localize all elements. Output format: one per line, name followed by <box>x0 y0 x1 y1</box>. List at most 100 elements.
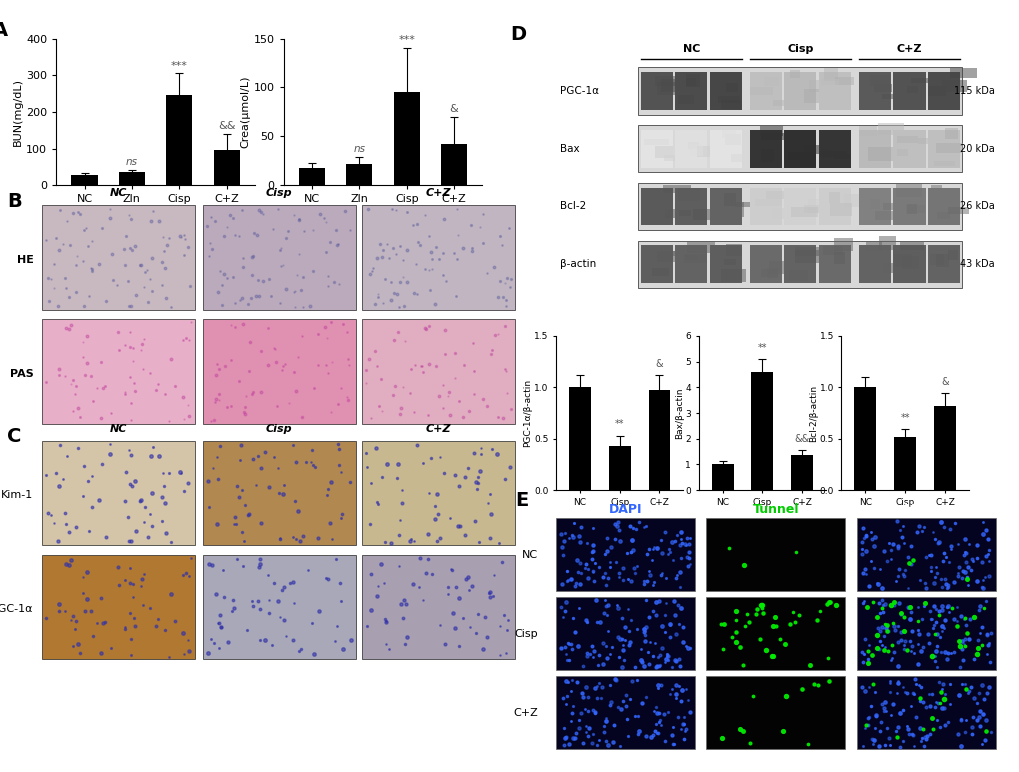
Text: D: D <box>510 25 526 44</box>
Bar <box>362 319 515 424</box>
Text: NC: NC <box>522 550 537 560</box>
Bar <box>927 86 945 96</box>
Bar <box>927 245 959 283</box>
Bar <box>750 87 772 95</box>
Bar <box>906 204 916 214</box>
Text: **: ** <box>614 419 624 429</box>
Text: 115 kDa: 115 kDa <box>954 86 995 96</box>
Bar <box>834 252 844 263</box>
Bar <box>42 441 195 546</box>
Text: PAS: PAS <box>10 369 34 379</box>
Bar <box>730 154 746 162</box>
Bar <box>822 246 842 255</box>
Bar <box>942 80 966 92</box>
Bar <box>683 254 706 263</box>
Bar <box>935 143 962 153</box>
Bar <box>807 198 830 213</box>
Bar <box>784 130 815 168</box>
Bar <box>874 211 897 220</box>
Bar <box>858 126 876 136</box>
Bar <box>440 144 467 185</box>
Bar <box>893 188 924 225</box>
Bar <box>893 245 924 283</box>
Bar <box>555 518 694 591</box>
Bar <box>720 269 745 282</box>
Bar <box>754 198 782 205</box>
Bar <box>858 130 891 168</box>
Bar <box>660 79 681 93</box>
Bar <box>765 191 792 199</box>
Text: &&: && <box>218 121 235 131</box>
Bar <box>933 406 955 490</box>
Bar <box>770 208 789 219</box>
Bar <box>829 203 851 216</box>
Bar <box>651 269 668 276</box>
Text: E: E <box>515 491 528 510</box>
Bar <box>709 72 741 110</box>
Bar <box>936 212 949 218</box>
Bar <box>711 465 733 490</box>
Bar <box>717 96 739 103</box>
Bar <box>685 79 695 86</box>
Bar <box>897 149 907 156</box>
Text: Kim-1: Kim-1 <box>1 490 34 500</box>
Text: NC: NC <box>110 188 127 198</box>
Text: Bcl-2: Bcl-2 <box>559 201 586 212</box>
Bar <box>858 245 891 283</box>
Text: A: A <box>0 21 7 40</box>
Bar <box>705 518 845 591</box>
Bar <box>393 93 419 185</box>
Text: 43 kDa: 43 kDa <box>960 259 995 269</box>
Bar <box>751 372 772 490</box>
Bar <box>843 195 871 207</box>
Bar <box>726 83 738 93</box>
Bar <box>643 140 668 145</box>
Bar <box>899 242 923 250</box>
Bar <box>709 245 741 283</box>
Bar <box>833 154 849 159</box>
Bar <box>766 269 777 278</box>
Bar <box>608 446 630 490</box>
Text: Cisp: Cisp <box>266 424 292 434</box>
Bar <box>654 146 672 158</box>
Bar <box>906 86 917 93</box>
Text: Tunnel: Tunnel <box>752 503 798 516</box>
Bar <box>720 100 741 109</box>
Bar <box>660 251 678 256</box>
Text: B: B <box>7 191 22 211</box>
Bar <box>638 125 961 172</box>
Bar <box>803 205 824 212</box>
Bar <box>905 205 923 213</box>
Text: Cisp: Cisp <box>514 628 537 638</box>
Bar <box>804 90 829 103</box>
Bar <box>759 126 783 136</box>
Bar <box>950 68 976 78</box>
Bar <box>362 554 515 659</box>
Text: NC: NC <box>682 44 699 54</box>
Bar <box>640 130 673 168</box>
Text: ns: ns <box>353 144 365 154</box>
Text: C+Z: C+Z <box>425 424 450 434</box>
Bar <box>873 84 891 93</box>
Bar <box>638 67 961 114</box>
Bar <box>299 168 325 185</box>
Text: 20 kDa: 20 kDa <box>960 144 995 154</box>
Bar <box>203 205 356 310</box>
Bar <box>696 146 723 157</box>
Bar <box>834 238 852 251</box>
Bar <box>901 256 918 269</box>
Bar <box>723 193 736 205</box>
Text: Cisp: Cisp <box>787 44 813 54</box>
Bar <box>709 188 741 225</box>
Bar <box>947 250 957 260</box>
Bar <box>749 72 782 110</box>
Text: &: & <box>941 378 948 388</box>
Bar <box>788 153 812 160</box>
Bar <box>882 203 898 210</box>
Text: &: & <box>449 104 458 114</box>
Bar <box>761 133 787 141</box>
Bar <box>910 78 927 83</box>
Bar <box>42 319 195 424</box>
Text: Merge: Merge <box>903 503 948 516</box>
Text: ns: ns <box>125 157 138 167</box>
